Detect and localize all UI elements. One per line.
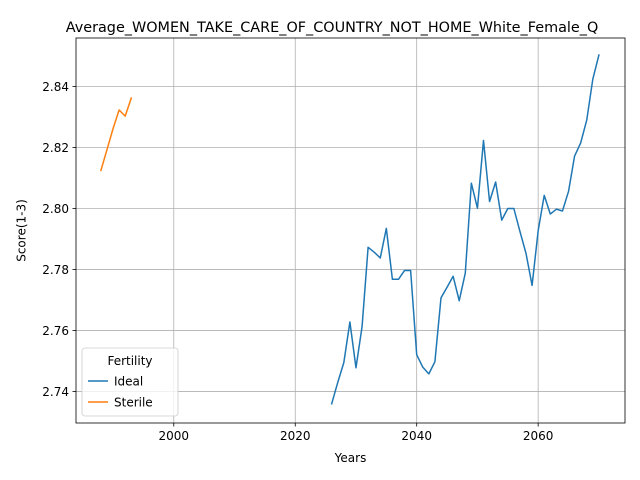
y-axis-label: Score(1-3) bbox=[15, 199, 29, 262]
chart-title: Average_WOMEN_TAKE_CARE_OF_COUNTRY_NOT_H… bbox=[66, 20, 599, 36]
x-tick-label: 2000 bbox=[159, 429, 190, 443]
y-tick-label: 2.76 bbox=[42, 324, 69, 338]
x-axis-label: Years bbox=[334, 451, 367, 465]
series-lines bbox=[99, 54, 600, 405]
series-line-sterile bbox=[99, 97, 133, 172]
y-tick-label: 2.84 bbox=[42, 80, 69, 94]
legend-title: Fertility bbox=[107, 354, 152, 368]
y-tick-label: 2.82 bbox=[42, 141, 69, 155]
legend-box bbox=[81, 347, 179, 417]
x-tick-label: 2040 bbox=[401, 429, 432, 443]
y-tick-label: 2.74 bbox=[42, 385, 69, 399]
legend-entries: Ideal Sterile bbox=[88, 374, 153, 409]
y-axis-ticks: 2.74 2.76 2.78 2.80 2.82 2.84 bbox=[42, 80, 76, 399]
legend: Fertility Ideal Sterile bbox=[81, 347, 179, 417]
legend-label-ideal: Ideal bbox=[114, 374, 143, 388]
series-line-ideal bbox=[330, 54, 600, 405]
x-tick-label: 2020 bbox=[280, 429, 311, 443]
y-tick-label: 2.80 bbox=[42, 202, 69, 216]
plot-frame bbox=[75, 37, 626, 424]
y-tick-label: 2.78 bbox=[42, 263, 69, 277]
x-axis-ticks: 2000 2020 2040 2060 bbox=[159, 423, 554, 443]
legend-label-sterile: Sterile bbox=[114, 395, 153, 409]
x-tick-label: 2060 bbox=[523, 429, 554, 443]
